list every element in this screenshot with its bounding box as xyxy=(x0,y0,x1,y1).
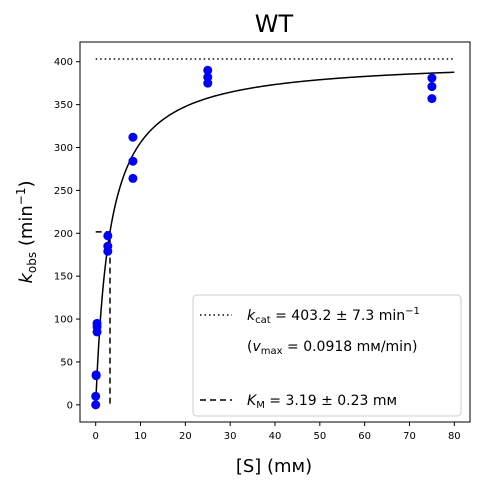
y-tick-label: 200 xyxy=(54,229,73,240)
legend-km-sub: M xyxy=(256,400,265,411)
data-point xyxy=(128,132,138,142)
y-tick-label: 250 xyxy=(54,186,73,197)
x-tick-label: 50 xyxy=(313,431,326,442)
data-point xyxy=(427,73,437,83)
legend-kcat-sub: cat xyxy=(255,315,271,326)
y-tick-label: 100 xyxy=(54,315,73,326)
data-point xyxy=(203,65,213,75)
legend-vmax-sub: max xyxy=(261,346,283,357)
x-tick-label: 80 xyxy=(448,431,461,442)
y-tick-label: 0 xyxy=(67,400,73,411)
legend-vmax-entry: (vmax = 0.0918 mм/min) xyxy=(247,339,417,357)
y-tick-label: 400 xyxy=(54,57,73,68)
x-tick-label: 0 xyxy=(93,431,99,442)
legend-frame xyxy=(192,294,462,417)
data-point xyxy=(92,318,102,328)
x-tick-label: 40 xyxy=(269,431,282,442)
y-tick-label: 150 xyxy=(54,272,73,283)
x-tick-label: 20 xyxy=(179,431,192,442)
x-tick-label: 70 xyxy=(403,431,416,442)
legend-vmax-text: = 0.0918 mм/min) xyxy=(287,339,417,355)
data-point xyxy=(128,156,138,166)
y-tick-label: 300 xyxy=(54,143,73,154)
legend: kcat = 403.2 ± 7.3 min−1 (vmax = 0.0918 … xyxy=(192,294,462,417)
x-axis-ticks: 0 10 20 30 40 50 60 70 80 xyxy=(93,422,461,442)
data-point xyxy=(91,400,101,410)
legend-kcat-prefix: k xyxy=(247,308,256,324)
chart-title: WT xyxy=(255,10,294,38)
data-point xyxy=(91,370,101,380)
data-point xyxy=(427,82,437,92)
y-axis-ticks: 0 50 100 150 200 250 300 350 400 xyxy=(54,57,80,411)
legend-km-text: = 3.19 ± 0.23 mм xyxy=(269,393,397,409)
y-tick-label: 50 xyxy=(60,357,73,368)
x-tick-label: 10 xyxy=(134,431,147,442)
fit-curve xyxy=(94,71,455,405)
x-tick-label: 60 xyxy=(358,431,371,442)
data-point xyxy=(203,72,213,82)
legend-kcat-text: = 403.2 ± 7.3 min xyxy=(275,308,405,324)
x-tick-label: 30 xyxy=(224,431,237,442)
y-axis-label: kobs (min−1) xyxy=(14,180,39,283)
legend-kcat-entry: kcat = 403.2 ± 7.3 min−1 xyxy=(247,306,420,326)
legend-vmax-open: ( xyxy=(247,339,252,355)
legend-vmax-prefix: v xyxy=(252,339,261,355)
data-point xyxy=(91,391,101,401)
data-point xyxy=(103,231,113,241)
plot-area xyxy=(91,58,455,410)
data-point xyxy=(103,241,113,251)
x-axis-label: [S] (mм) xyxy=(236,456,312,477)
legend-km-entry: KM = 3.19 ± 0.23 mм xyxy=(247,393,397,411)
data-point xyxy=(128,173,138,183)
legend-km-prefix: K xyxy=(247,393,258,409)
data-point xyxy=(427,94,437,104)
legend-kcat-sup: −1 xyxy=(405,306,420,317)
y-tick-label: 350 xyxy=(54,100,73,111)
